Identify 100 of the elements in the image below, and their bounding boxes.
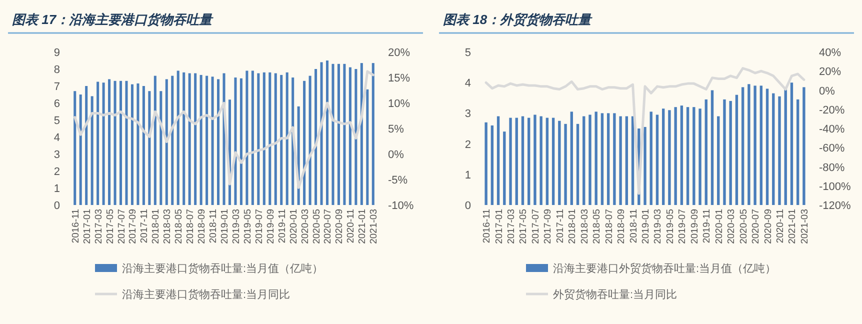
bar xyxy=(194,73,197,205)
x-tick-label: 2020-07 xyxy=(322,209,334,244)
y2-tick-label: -60% xyxy=(819,142,845,155)
x-tick-label: 2018-07 xyxy=(604,209,615,244)
bar xyxy=(182,72,186,205)
bar xyxy=(796,99,800,205)
x-tick-label: 2018-05 xyxy=(592,209,603,244)
bar xyxy=(114,80,116,205)
x-tick-label: 2017-09 xyxy=(542,209,554,244)
x-tick-label: 2020-09 xyxy=(334,209,346,244)
x-tick-label: 2020-01 xyxy=(714,209,725,244)
bar xyxy=(662,108,665,205)
bar xyxy=(303,80,306,205)
bar xyxy=(656,114,659,205)
y-tick-label: 3 xyxy=(54,149,60,161)
bar xyxy=(564,124,567,205)
bar xyxy=(490,125,494,205)
line-series xyxy=(484,67,806,195)
bar xyxy=(509,118,512,205)
x-tick-label: 2018-09 xyxy=(196,209,208,244)
x-tick-label: 2019-07 xyxy=(254,209,265,244)
y2-tick-label: 20% xyxy=(819,66,842,78)
bar xyxy=(354,69,358,205)
x-tick-label: 2020-03 xyxy=(726,209,738,244)
bar xyxy=(754,86,756,205)
x-tick-label: 2017-05 xyxy=(104,209,116,244)
chart-title: 图表 17：沿海主要港口货物吞吐量 xyxy=(12,12,214,27)
y2-tick-label: 5% xyxy=(388,124,404,136)
bar xyxy=(606,113,610,205)
x-tick-label: 2017-11 xyxy=(554,209,566,244)
bar xyxy=(748,84,750,205)
x-tick-label: 2017-09 xyxy=(128,209,139,244)
bar xyxy=(332,64,334,205)
bar xyxy=(337,64,340,205)
bar xyxy=(200,74,202,205)
bar xyxy=(130,84,134,205)
bar xyxy=(234,78,237,205)
bar xyxy=(366,89,369,205)
x-tick-label: 2017-01 xyxy=(494,209,505,244)
bar xyxy=(784,88,787,205)
x-tick-label: 2019-11 xyxy=(702,209,713,244)
bar xyxy=(729,100,732,205)
bar xyxy=(136,83,140,205)
legend-label: 沿海主要港口外贸货物吞吐量:当月值（亿吨） xyxy=(553,262,776,275)
bar xyxy=(176,70,180,205)
y2-tick-label: 15% xyxy=(388,72,410,84)
y-tick-label: 2 xyxy=(464,138,471,151)
bar xyxy=(308,76,312,205)
x-tick-label: 2018-03 xyxy=(162,209,174,244)
bar xyxy=(760,86,762,205)
y2-tick-label: -120% xyxy=(819,200,852,212)
y-tick-label: 3 xyxy=(464,108,471,120)
bar xyxy=(674,107,677,205)
x-tick-label: 2020-11 xyxy=(774,209,786,244)
bar xyxy=(211,76,214,205)
x-tick-label: 2021-03 xyxy=(368,209,380,244)
x-tick-label: 2018-01 xyxy=(150,209,162,244)
bar xyxy=(766,88,769,205)
x-tick-label: 2020-01 xyxy=(288,209,300,244)
bar xyxy=(320,62,323,205)
bar xyxy=(588,114,592,205)
bar xyxy=(171,76,174,205)
bar xyxy=(74,91,76,205)
x-tick-label: 2019-09 xyxy=(265,209,276,244)
x-tick-label: 2018-03 xyxy=(579,209,590,244)
bar xyxy=(631,116,634,205)
bar xyxy=(96,82,100,205)
bar xyxy=(314,69,318,205)
bar xyxy=(257,73,260,205)
bar xyxy=(85,86,88,205)
y2-tick-label: -10% xyxy=(388,200,414,212)
y-tick-label: 7 xyxy=(54,81,60,93)
y-tick-label: 8 xyxy=(54,64,60,76)
bar xyxy=(650,112,652,205)
bar xyxy=(90,96,94,205)
bar xyxy=(619,116,622,205)
x-tick-label: 2019-09 xyxy=(689,209,700,244)
y2-tick-label: 40% xyxy=(819,47,842,59)
bar xyxy=(570,112,573,205)
x-tick-label: 2020-03 xyxy=(300,209,311,244)
bar xyxy=(692,107,696,205)
bar xyxy=(698,108,702,205)
y-tick-label: 5 xyxy=(464,47,471,59)
bar xyxy=(735,94,738,205)
y2-tick-label: 0% xyxy=(388,149,404,161)
bar xyxy=(528,118,530,205)
y-tick-label: 2 xyxy=(54,166,60,178)
bar xyxy=(576,124,580,205)
x-tick-label: 2018-07 xyxy=(185,209,196,244)
bar xyxy=(772,93,775,205)
y2-tick-label: -40% xyxy=(819,124,845,136)
x-tick-label: 2016-11 xyxy=(482,209,493,244)
x-tick-label: 2019-05 xyxy=(242,209,254,244)
bar xyxy=(496,116,500,205)
y2-tick-label: -20% xyxy=(819,104,845,116)
y-tick-label: 5 xyxy=(54,115,60,127)
bar xyxy=(165,79,168,205)
bar xyxy=(268,72,272,205)
x-tick-label: 2017-07 xyxy=(530,209,542,244)
bar xyxy=(723,99,726,205)
